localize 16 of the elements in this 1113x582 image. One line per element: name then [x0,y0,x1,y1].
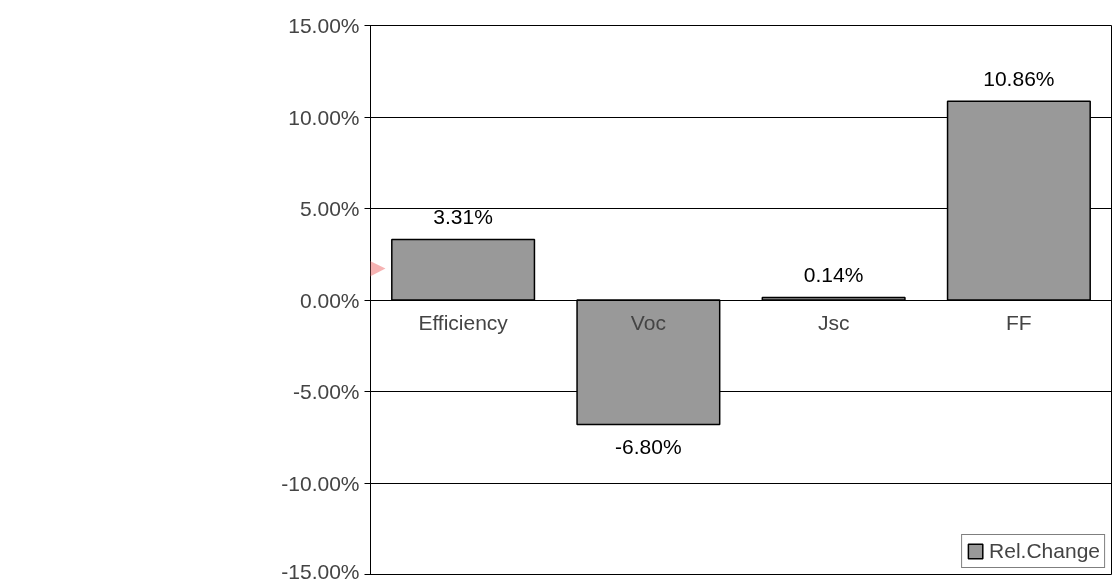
data-label: 3.31% [433,205,493,229]
y-tick-label: -10.00% [281,471,360,495]
y-tick-label: -5.00% [292,380,360,403]
x-tick-label: Jsc [817,311,850,334]
data-label: -6.80% [615,435,682,459]
y-tick-label: 10.00% [288,105,360,129]
y-tick-label: 5.00% [299,197,360,220]
y-tick-label: 15.00% [288,14,360,37]
y-tick-label: -15.00% [281,559,360,582]
x-tick-label: FF [1006,311,1032,334]
y-tick-label: 0.00% [299,288,360,312]
legend-label: Rel.Change [989,539,1100,563]
data-label: 0.14% [803,263,864,287]
x-tick-label: Voc [630,311,666,334]
x-tick-label: Efficiency [418,311,509,334]
data-label: 10.86% [983,67,1055,91]
